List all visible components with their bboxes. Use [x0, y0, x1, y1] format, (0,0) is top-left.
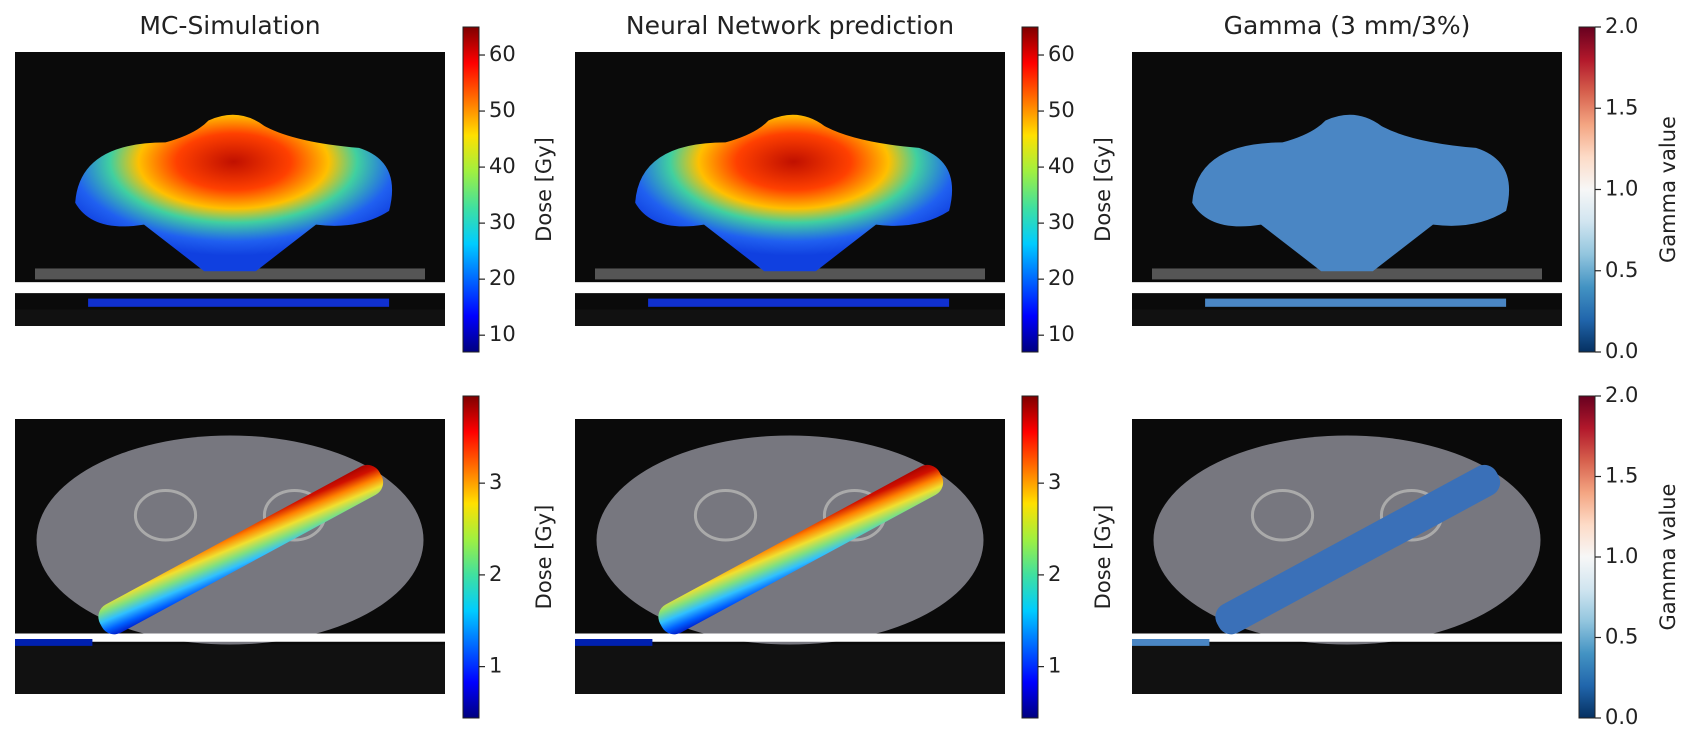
colorbar-tick-label: 0.0 [1605, 705, 1638, 729]
colorbar [1578, 395, 1596, 719]
table-plate [595, 268, 985, 280]
colorbar-tick-label: 40 [489, 154, 516, 178]
colorbar-tick-label: 1.0 [1605, 177, 1638, 201]
image-panel [575, 52, 1005, 326]
colorbar-tick-label: 40 [1048, 154, 1075, 178]
table [575, 282, 1005, 294]
colorbar [462, 395, 480, 719]
table-base [1132, 309, 1562, 326]
colorbar-tick-label: 10 [489, 322, 516, 346]
colorbar-tick-label: 60 [489, 42, 516, 66]
colorbar-tick-label: 1.0 [1605, 544, 1638, 568]
colorbar-tick-label: 50 [1048, 98, 1075, 122]
table [15, 282, 445, 294]
colorbar-tick-label: 1.5 [1605, 95, 1638, 119]
colorbar-label: Dose [Gy] [1091, 505, 1115, 610]
table-base [15, 309, 445, 326]
colorbar-tick-label: 1 [1048, 654, 1061, 678]
colorbar-tick-label: 3 [1048, 470, 1061, 494]
column-title: MC-Simulation [139, 11, 320, 40]
dose-strip [648, 298, 950, 307]
table-base [1132, 644, 1562, 694]
colorbar-label: Gamma value [1656, 484, 1680, 631]
dose-strip [1205, 298, 1507, 307]
colorbar-tick-label: 1 [489, 654, 502, 678]
colorbar-tick-label: 50 [489, 98, 516, 122]
image-panel [575, 419, 1005, 694]
colorbar-tick-label: 3 [489, 470, 502, 494]
colorbar-label: Dose [Gy] [1091, 137, 1115, 242]
image-panel [1132, 419, 1562, 694]
body [635, 114, 953, 272]
dose-strip [15, 639, 93, 646]
colorbar [1021, 26, 1039, 353]
colorbar-label: Dose [Gy] [532, 137, 556, 242]
bone [133, 489, 198, 542]
colorbar-tick-label: 30 [1048, 210, 1075, 234]
column-title: Neural Network prediction [626, 11, 954, 40]
colorbar-tick-label: 2.0 [1605, 14, 1638, 38]
colorbar-tick-label: 20 [1048, 266, 1075, 290]
beam [98, 464, 384, 635]
dose-strip [88, 298, 390, 307]
table [1132, 633, 1562, 642]
colorbar-tick-label: 30 [489, 210, 516, 234]
colorbar-tick-label: 60 [1048, 42, 1075, 66]
table-base [15, 644, 445, 694]
column-title: Gamma (3 mm/3%) [1224, 11, 1471, 40]
table-plate [1152, 268, 1542, 280]
colorbar-tick-label: 2 [489, 562, 502, 586]
table [1132, 282, 1562, 294]
colorbar-label: Gamma value [1656, 116, 1680, 263]
body [75, 114, 393, 272]
dose-strip [575, 639, 653, 646]
colorbar [462, 26, 480, 353]
colorbar-tick-label: 0.5 [1605, 625, 1638, 649]
body [1192, 114, 1510, 272]
colorbar-label: Dose [Gy] [532, 505, 556, 610]
colorbar-tick-label: 20 [489, 266, 516, 290]
table [575, 633, 1005, 642]
colorbar-tick-label: 2.0 [1605, 383, 1638, 407]
colorbar-tick-label: 0.5 [1605, 258, 1638, 282]
colorbar-tick-label: 1.5 [1605, 464, 1638, 488]
image-panel [15, 52, 445, 326]
dose-strip [1132, 639, 1210, 646]
colorbar [1021, 395, 1039, 719]
image-panel [15, 419, 445, 694]
colorbar-tick-label: 10 [1048, 322, 1075, 346]
table-base [575, 644, 1005, 694]
bone [693, 489, 758, 542]
image-panel [1132, 52, 1562, 326]
table-plate [35, 268, 425, 280]
colorbar-tick-label: 2 [1048, 562, 1061, 586]
table-base [575, 309, 1005, 326]
beam [658, 464, 944, 635]
table [15, 633, 445, 642]
bone [1250, 489, 1315, 542]
colorbar-tick-label: 0.0 [1605, 339, 1638, 363]
colorbar [1578, 26, 1596, 353]
beam [1215, 464, 1501, 635]
